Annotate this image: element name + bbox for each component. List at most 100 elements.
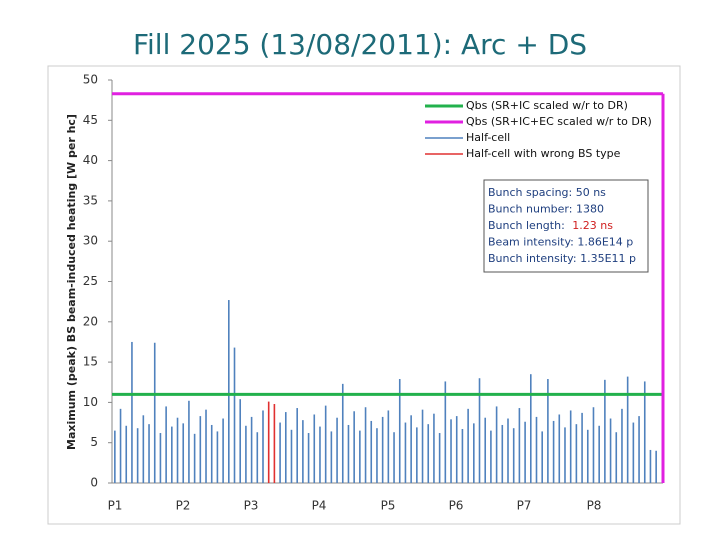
bar (604, 379, 606, 483)
info-line: Bunch length: 1.23 ns (488, 219, 613, 232)
bar (438, 433, 441, 483)
y-tick-label: 20 (83, 314, 98, 328)
bar (216, 431, 219, 483)
bar (490, 430, 492, 483)
bar (359, 430, 361, 483)
info-highlight: 1.23 ns (572, 219, 613, 232)
y-tick-label: 5 (90, 435, 98, 449)
bar (353, 411, 355, 483)
legend-label: Qbs (SR+IC+EC scaled w/r to DR) (466, 115, 652, 128)
bar (467, 408, 469, 483)
bar (524, 421, 526, 483)
bar (176, 417, 179, 483)
bar (307, 433, 310, 483)
bar (171, 426, 173, 483)
x-tick-label: P3 (244, 499, 259, 513)
bar (239, 399, 242, 483)
y-tick-label: 45 (83, 113, 98, 127)
bar (433, 413, 435, 483)
x-tick-label: P7 (517, 499, 532, 513)
bar (626, 376, 629, 483)
y-tick-label: 40 (83, 153, 98, 167)
info-line: Bunch spacing: 50 ns (488, 186, 606, 199)
y-tick-label: 35 (83, 193, 98, 207)
bar (569, 410, 572, 483)
y-tick-label: 50 (83, 73, 98, 87)
info-line: Bunch number: 1380 (488, 203, 604, 216)
bar (632, 422, 635, 483)
bar (267, 401, 270, 483)
bar (421, 409, 424, 483)
y-axis-label: Maximum (peak) BS beam-induced heating [… (65, 114, 78, 450)
bar (131, 341, 133, 483)
bar (621, 408, 623, 483)
bar (336, 417, 338, 483)
info-line: Bunch intensity: 1.35E11 p (488, 252, 636, 265)
bar (609, 418, 612, 483)
bar (114, 430, 116, 483)
bar (125, 425, 128, 483)
legend-label: Qbs (SR+IC scaled w/r to DR) (466, 99, 628, 112)
bar (245, 425, 247, 483)
y-tick-label: 25 (83, 274, 98, 288)
bar (416, 427, 418, 483)
bar (501, 424, 504, 483)
bar (182, 423, 185, 483)
bar (296, 408, 298, 483)
y-tick-label: 15 (83, 355, 98, 369)
bar (450, 419, 452, 483)
legend-label: Half-cell (466, 131, 510, 144)
bar (387, 410, 390, 483)
bar (136, 428, 139, 483)
chart-title: Fill 2025 (13/08/2011): Arc + DS (133, 28, 587, 61)
bar (478, 378, 481, 483)
bar (205, 409, 207, 483)
bar (381, 416, 384, 483)
bar (250, 416, 253, 483)
plot-frame (47, 65, 681, 525)
bar (222, 418, 224, 483)
bar (404, 422, 407, 483)
bar (512, 428, 515, 483)
bar (495, 406, 498, 483)
bar (159, 433, 162, 483)
bar (541, 431, 543, 483)
bar (592, 407, 595, 483)
bar (364, 407, 367, 483)
bar (188, 400, 190, 483)
bar (262, 410, 264, 483)
bar (153, 342, 156, 483)
x-tick-label: P2 (176, 499, 191, 513)
bar (575, 424, 578, 483)
bar (455, 416, 458, 483)
bar (347, 424, 350, 483)
info-text: Bunch length: (488, 219, 568, 232)
bar (649, 449, 652, 483)
x-tick-label: P6 (449, 499, 464, 513)
bar (302, 420, 304, 483)
y-tick-label: 30 (83, 234, 98, 248)
info-box (483, 179, 649, 273)
x-tick-label: P8 (587, 499, 602, 513)
bar (484, 417, 487, 483)
info-line: Beam intensity: 1.86E14 p (488, 236, 633, 249)
bar (370, 420, 373, 483)
bar (142, 415, 145, 483)
bar (643, 381, 646, 483)
bar (518, 408, 521, 483)
bar (615, 432, 618, 483)
bar (210, 424, 213, 483)
bar (273, 404, 276, 483)
bar (199, 416, 202, 483)
bar (393, 432, 395, 483)
bar (119, 408, 122, 483)
bar (324, 405, 327, 483)
bar (341, 383, 344, 483)
x-tick-label: P5 (381, 499, 396, 513)
y-tick-label: 0 (90, 476, 98, 490)
bar (581, 412, 583, 483)
bar (427, 424, 430, 483)
x-tick-label: P4 (312, 499, 327, 513)
bar (228, 300, 230, 483)
bar (410, 415, 412, 483)
